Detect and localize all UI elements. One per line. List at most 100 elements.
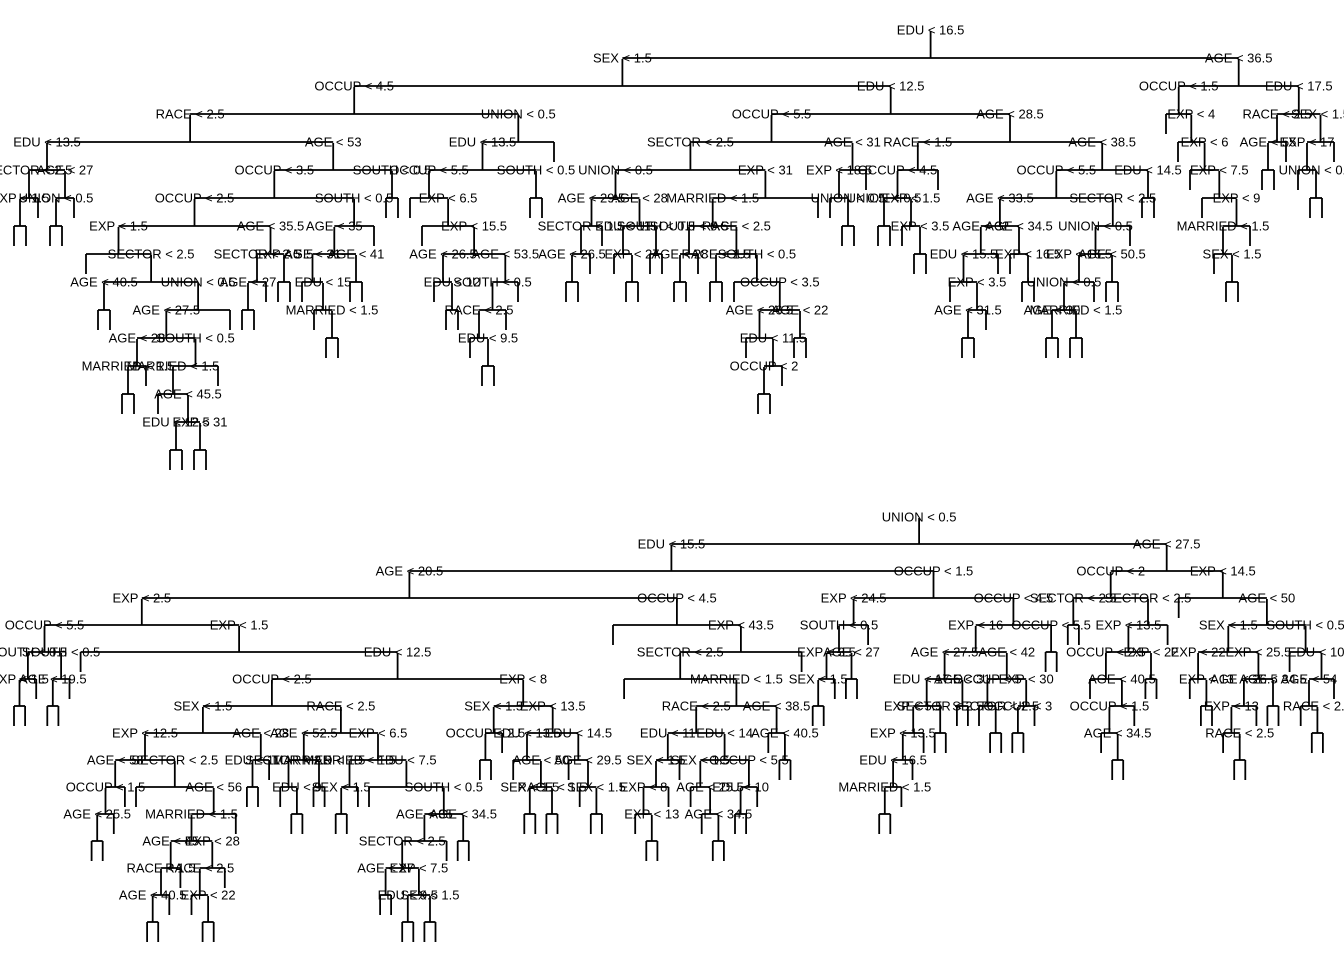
split-label: OCCUP < 5.5 [709,753,789,768]
split-label: EXP < 16.5 [995,247,1061,262]
split-label: UNION < 0.5 [811,191,886,206]
split-label: EXP < 13.5 [870,726,936,741]
split-label: UNION < 0.5 [161,275,236,290]
split-label: EXP < 7.5 [390,861,449,876]
split-label: OCCUP < 3 [984,699,1053,714]
split-label: OCCUP < 2.5 [1066,645,1146,660]
split-label: EXP < 7.5 [1190,163,1249,178]
split-label: EXP < 3.5 [891,219,950,234]
split-label: AGE < 50 [1239,591,1296,606]
split-label: MARRIED < 1.5 [273,753,366,768]
split-label: AGE < 28.5 [976,107,1044,122]
split-label: EDU < 11 [640,726,696,741]
split-label: EXP < 28 [185,834,240,849]
split-label: RACE < 1.5 [126,861,195,876]
split-label: EXP < 18.5 [806,163,872,178]
split-label: AGE < 45.5 [154,387,222,402]
split-label: OCCUP < 2.5 [232,672,312,687]
split-label: AGE < 40.5 [751,726,819,741]
split-label: MARRIED < 1.5 [1177,219,1270,234]
split-label: SECTOR < 2.5 [245,753,332,768]
split-label: MARRIED < 1.5 [303,753,396,768]
split-label: EDU < 16.5 [897,23,965,38]
split-label: AGE < 40.5 [1088,672,1156,687]
split-label: SECTOR < 2.5 [1105,591,1192,606]
split-label: RACE < 2.5 [702,219,771,234]
split-label: EXP < 43.5 [708,618,774,633]
split-label: RACE < 2.5 [306,699,375,714]
split-label: EDU < 9 [272,780,322,795]
split-label: AGE < 38.5 [743,699,811,714]
split-label: MARRIED < 1.5 [127,359,220,374]
split-label: MARRIED < 1.5 [145,807,238,822]
split-label: OCCUP < 5.5 [1016,163,1096,178]
split-label: UNION < 0.5 [578,163,653,178]
split-label: SECTOR < 2.5 [637,645,724,660]
split-label: OCCUP < 5.5 [5,618,85,633]
split-label: EDU < 13.5 [493,726,561,741]
split-label: AGE < 32 [952,219,1009,234]
split-label: EDU < 11 [595,219,651,234]
split-label: OCCUP < 5.5 [1011,618,1091,633]
split-label: SEX < 1.5 [627,753,686,768]
split-label: EXP < 12.5 [112,726,178,741]
split-label: RACE < 1.5 [681,247,750,262]
split-label: SEX < 1.5 [173,699,232,714]
split-label: UNION < 0.5 [1027,275,1102,290]
split-label: EDU < 15.5 [638,537,706,552]
split-label: EDU < 15.5 [930,247,998,262]
split-label: EXP < 8 [499,672,547,687]
split-label: EXP < 6.5 [349,726,408,741]
split-label: RACE < 2.5 [1242,107,1311,122]
split-label: AGE < 40.5 [119,888,187,903]
split-label: EDU < 12.5 [857,79,925,94]
split-label: EDU < 14.5 [545,726,613,741]
split-label: EDU < 7.5 [376,753,436,768]
split-label: SECTOR < 2.5 [359,834,446,849]
split-label: RACE < 2.5 [1283,699,1344,714]
split-label: EXP < 22 [1123,645,1178,660]
split-label: AGE < 42 [978,645,1035,660]
split-label: AGE < 41 [328,247,385,262]
split-label: EDU < 12.5 [142,415,210,430]
split-label: UNION < 0.5 [847,191,922,206]
split-label: AGE < 29.5 [554,753,622,768]
split-label: AGE < 27 [37,163,94,178]
split-label: SECTOR < 2.5 [214,247,301,262]
split-label: AGE < 26.5 [726,303,794,318]
split-label: EXP < 5.5 [255,247,314,262]
split-label: AGE < 50 [513,753,570,768]
split-label: EDU < 13.5 [449,135,517,150]
split-label: UNION < 0.5 [1279,163,1344,178]
split-label: AGE < 34.5 [1084,726,1152,741]
split-label: SOUTH < 0.5 [453,275,531,290]
split-label: RACE < 2.5 [662,699,731,714]
split-label: AGE < 35.5 [237,219,305,234]
split-label: EDU < 9.5 [458,331,518,346]
split-label: EXP < 27 [604,247,659,262]
split-label: EXP < 16.5 [1046,247,1112,262]
split-label: EXP < 16 [948,618,1003,633]
split-label: EDU < 10.5 [1288,645,1344,660]
split-label: EDU < 16.5 [859,753,927,768]
split-label: SEX < 1.5 [1291,107,1344,122]
split-label: AGE < 28 [232,726,289,741]
split-label: AGE < 56 [185,780,242,795]
split-label: EDU < 14.5 [1114,163,1182,178]
split-label: SEX < 1.5 [671,753,730,768]
split-label: EXP < 1.5 [0,191,49,206]
split-label: RACE < 2.5 [156,107,225,122]
split-label: UNION < 0.5 [481,107,556,122]
split-label: AGE < 53 [305,135,362,150]
split-label: AGE < 52.5 [270,726,338,741]
split-label: AGE < 26.5 [409,247,477,262]
split-label: AGE < 58 [87,753,144,768]
split-label: OCCUP < 2.5 [446,726,526,741]
split-label: AGE < 27 [823,645,880,660]
split-label: RACE < 2.5 [1205,726,1274,741]
split-label: OCCUP < 5 [953,672,1022,687]
split-label: EXP < 9 [1213,191,1261,206]
split-label: AGE < 28 [652,247,709,262]
split-label: SECTOR < 2.5 [0,163,72,178]
